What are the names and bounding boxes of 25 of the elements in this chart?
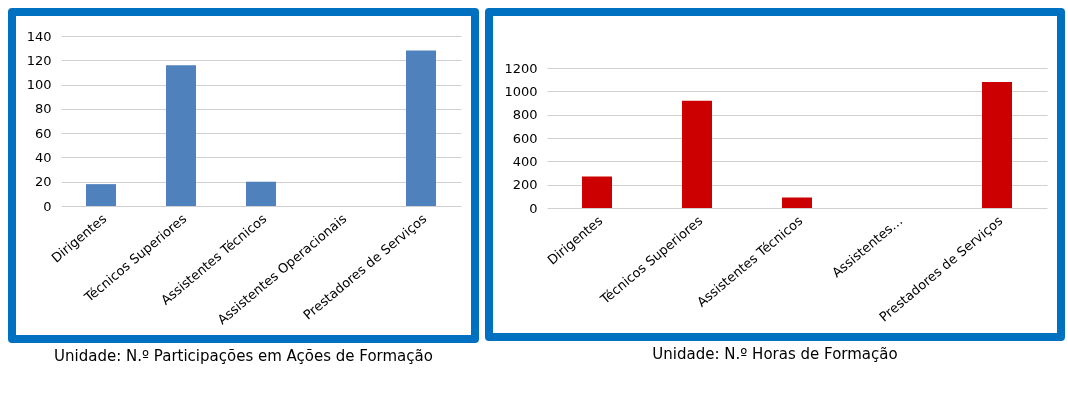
text: Unidade: N.º Horas de Formação [652, 345, 898, 363]
bar [582, 176, 612, 208]
bar [982, 82, 1012, 208]
bar [406, 50, 436, 206]
y-tick-label: 100 [26, 77, 52, 93]
y-tick-label: 600 [512, 130, 538, 146]
y-tick-label: 200 [512, 177, 538, 193]
y-tick-label: 800 [512, 107, 538, 123]
y-tick-label: 20 [34, 174, 52, 190]
bar [86, 184, 116, 206]
y-tick-label: 120 [26, 52, 52, 68]
y-tick-label: 40 [34, 149, 52, 165]
y-tick-label: 80 [34, 101, 52, 117]
bar [682, 100, 712, 208]
y-tick-label: 0 [43, 198, 52, 214]
bar [166, 65, 196, 206]
bar [782, 197, 812, 208]
y-tick-label: 1200 [504, 60, 538, 76]
y-tick-label: 60 [34, 125, 52, 141]
y-tick-label: 0 [529, 200, 538, 216]
y-tick-label: 400 [512, 153, 538, 169]
y-tick-label: 140 [26, 28, 52, 44]
text: Unidade: N.º Participações em Ações de Formação [54, 347, 433, 365]
y-tick-label: 1000 [504, 83, 538, 99]
bar [246, 181, 276, 206]
